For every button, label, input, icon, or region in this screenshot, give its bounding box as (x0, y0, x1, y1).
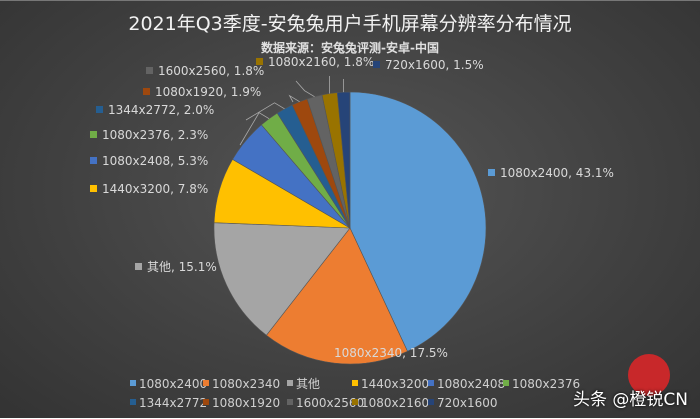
label-marker (488, 169, 495, 176)
legend-marker (428, 380, 434, 386)
legend-marker (287, 380, 293, 386)
data-label: 1080x2400, 43.1% (500, 166, 614, 180)
legend-marker (503, 380, 509, 386)
label-marker (90, 131, 97, 138)
watermark: 头条 @橙锐CN (573, 390, 688, 410)
legend-entry: 1440x3200 (361, 377, 429, 391)
legend-entry: 1080x1920 (212, 396, 280, 410)
legend-entry: 1080x2340 (212, 377, 280, 391)
data-label: 1344x2772, 2.0% (108, 103, 214, 117)
chart-subtitle: 数据来源：安兔兔评测-安卓-中国 (261, 41, 439, 55)
legend-entry: 其他 (296, 377, 320, 391)
legend-marker (130, 380, 136, 386)
label-marker (135, 263, 142, 270)
legend-entry: 1344x2772 (139, 396, 207, 410)
legend-marker (203, 380, 209, 386)
legend-entry: 720x1600 (437, 396, 498, 410)
data-label: 1080x2408, 5.3% (102, 154, 208, 168)
pie-slice-1080x2340 (265, 227, 408, 365)
label-marker (90, 157, 97, 164)
data-label: 1440x3200, 7.8% (102, 182, 208, 196)
legend-entry: 1080x2400 (139, 377, 207, 391)
pie-slice-其他 (213, 222, 351, 336)
label-marker (322, 349, 329, 356)
label-marker (90, 185, 97, 192)
leader-line (239, 112, 270, 146)
label-marker (373, 61, 380, 68)
label-marker (256, 58, 263, 65)
data-label: 1080x2376, 2.3% (102, 128, 208, 142)
legend-entry: 1080x2408 (437, 377, 505, 391)
legend-entry: 1080x2376 (512, 377, 580, 391)
data-label: 1080x2340, 17.5% (334, 346, 448, 360)
data-label: 1080x2160, 1.8% (268, 55, 374, 69)
leader-line (245, 102, 285, 121)
legend-marker (203, 399, 209, 405)
legend-marker (287, 399, 293, 405)
label-marker (96, 106, 103, 113)
pie-slice-1080x2400 (349, 91, 487, 352)
legend-marker (130, 399, 136, 405)
legend-entry: 1600x2560 (296, 396, 364, 410)
data-label: 1080x1920, 1.9% (155, 85, 261, 99)
label-marker (143, 88, 150, 95)
leader-line (288, 94, 300, 103)
data-label: 720x1600, 1.5% (385, 58, 484, 72)
label-marker (146, 67, 153, 74)
watermark-logo (628, 354, 670, 396)
legend-entry: 1080x2160 (361, 396, 429, 410)
pie-slice-720x1600 (336, 91, 351, 229)
data-label: 1600x2560, 1.8% (158, 64, 264, 78)
legend-marker (428, 399, 434, 405)
chart-title: 2021年Q3季度-安兔兔用户手机屏幕分辨率分布情况 (128, 13, 572, 35)
leader-line (295, 80, 315, 98)
data-label: 其他, 15.1% (147, 260, 217, 274)
legend-marker (352, 380, 358, 386)
legend-marker (352, 399, 358, 405)
